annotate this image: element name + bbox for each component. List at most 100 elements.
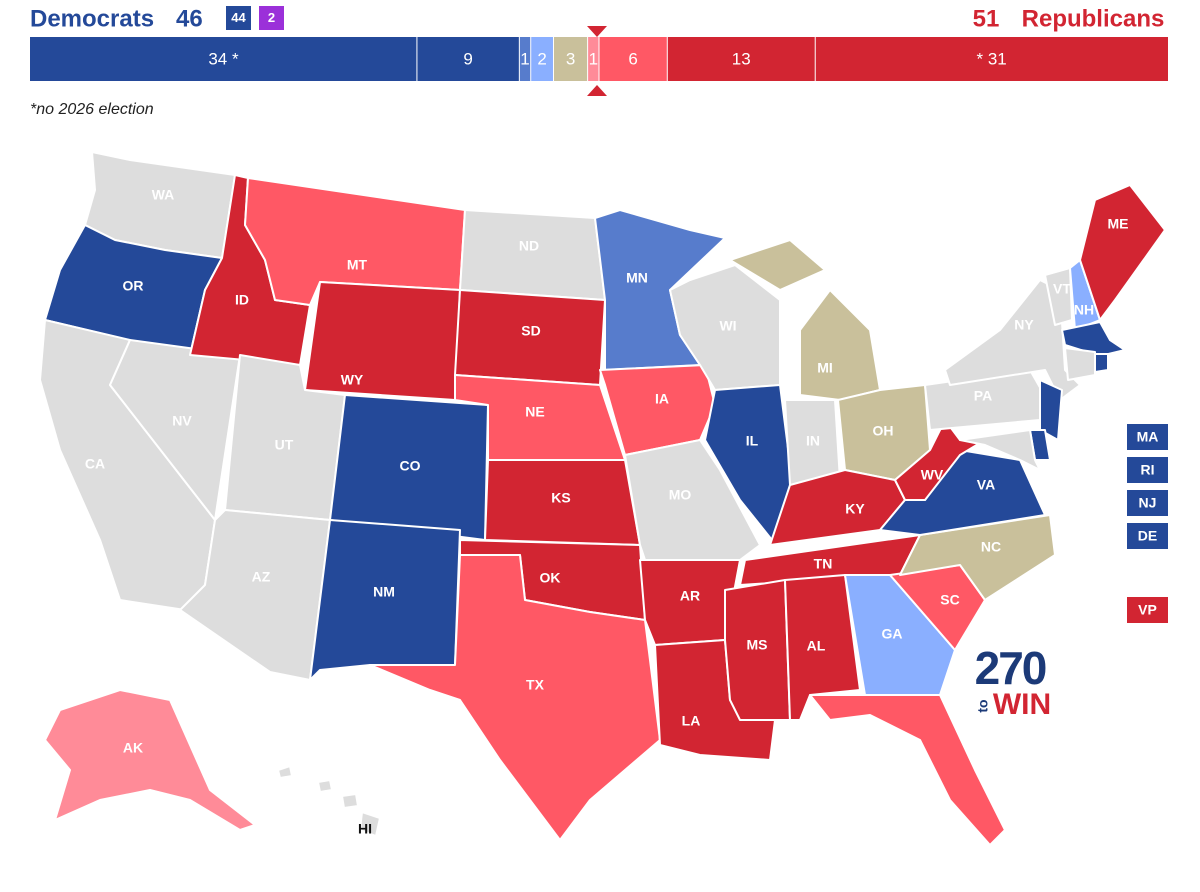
state — [309, 519, 461, 681]
state-label: HI — [358, 821, 372, 837]
state-label: SD — [521, 323, 540, 339]
state-label: WI — [719, 318, 736, 334]
state — [359, 811, 381, 837]
state-label: TN — [814, 556, 833, 572]
state-label: NC — [981, 539, 1001, 555]
state — [809, 694, 1006, 846]
seat-segment-label: 34 * — [208, 49, 239, 68]
state-label: MI — [817, 360, 833, 376]
state-label: UT — [275, 437, 294, 453]
state — [317, 779, 333, 793]
state-label: FL — [971, 732, 989, 748]
state-label: SC — [940, 592, 959, 608]
state-label: MO — [669, 487, 692, 503]
state-label: OR — [123, 278, 144, 294]
state — [459, 209, 606, 301]
rep-total: 51 — [973, 5, 1000, 32]
majority-marker-bottom — [587, 85, 607, 96]
footnote: *no 2026 election — [30, 101, 154, 118]
seat-segment-label: 2 — [537, 49, 546, 68]
state — [1094, 353, 1109, 373]
state-label: CA — [85, 456, 105, 472]
side-box-label: RI — [1141, 462, 1155, 478]
state-label: WV — [921, 467, 944, 483]
logo-word: WIN — [993, 688, 1051, 721]
rep-label: Republicans — [1022, 5, 1165, 32]
side-box-label: MA — [1137, 429, 1159, 445]
states-layer — [39, 151, 1166, 846]
state-labels-layer: WA OR CA NV ID MT WY UT AZ CO NM ND SD NE KS OK TX MN IA MO… — [85, 187, 1129, 837]
state-label: NH — [1074, 302, 1094, 318]
state-label: MT — [347, 257, 368, 273]
state-label: MS — [747, 637, 768, 653]
state-label: MN — [626, 270, 648, 286]
state-label: IN — [806, 433, 820, 449]
state-label: AL — [807, 638, 826, 654]
seat-segment — [599, 37, 668, 81]
logo: 270 to WIN — [975, 642, 1052, 721]
state — [729, 239, 826, 291]
state-label: AR — [680, 588, 700, 604]
seat-segment — [553, 37, 588, 81]
state — [341, 793, 359, 809]
state — [624, 439, 761, 561]
state-label: NM — [373, 584, 395, 600]
state-label: IL — [746, 433, 759, 449]
state-label: VT — [1053, 281, 1071, 297]
state-label: GA — [882, 626, 903, 642]
state — [1064, 347, 1096, 381]
state-label: KS — [551, 490, 570, 506]
state-label: OK — [540, 570, 561, 586]
seat-segment-label: 13 — [732, 49, 751, 68]
seat-segment — [30, 37, 417, 81]
side-box — [1127, 457, 1168, 483]
side-box — [1127, 523, 1168, 549]
state-label: LA — [682, 713, 701, 729]
state-label: NE — [525, 404, 544, 420]
state-label: WY — [341, 372, 364, 388]
side-box-label: NJ — [1139, 495, 1157, 511]
seat-segment-label: 3 — [566, 49, 575, 68]
seat-segment — [587, 37, 599, 81]
state-label: KY — [845, 501, 865, 517]
state-label: AZ — [252, 569, 271, 585]
dem-label: Democrats — [30, 5, 154, 32]
state-label: PA — [974, 388, 992, 404]
seat-segment-label: 9 — [463, 49, 472, 68]
side-box — [1127, 597, 1168, 623]
logo-number: 270 — [975, 642, 1046, 694]
state — [44, 689, 256, 831]
state-label: NY — [1014, 317, 1034, 333]
dem-badge-text: 2 — [268, 10, 275, 25]
state-label: VA — [977, 477, 995, 493]
seat-segment-label: 6 — [628, 49, 637, 68]
seat-segment-label: * 31 — [976, 49, 1006, 68]
dem-total: 46 — [176, 5, 203, 32]
seat-segment — [519, 37, 531, 81]
state — [1039, 379, 1063, 441]
state-label: CO — [400, 458, 421, 474]
side-box — [1127, 490, 1168, 516]
side-box-label: VP — [1138, 602, 1157, 618]
state-label: ID — [235, 292, 249, 308]
state — [304, 281, 461, 401]
majority-marker-top — [587, 26, 607, 37]
seat-segment-label: 1 — [589, 49, 598, 68]
state — [277, 765, 293, 779]
state — [1061, 321, 1126, 357]
dem-badge — [226, 6, 251, 30]
state-label: TX — [526, 677, 545, 693]
dem-badge-text: 44 — [231, 10, 246, 25]
state-label: ND — [519, 238, 539, 254]
state-label: NV — [172, 413, 192, 429]
logo-small: to — [975, 699, 991, 712]
side-box-label: DE — [1138, 528, 1157, 544]
state — [799, 289, 881, 401]
side-box — [1127, 424, 1168, 450]
state — [844, 574, 956, 696]
dem-badge — [259, 6, 284, 30]
seat-segment-label: 1 — [520, 49, 529, 68]
state-label: AK — [123, 740, 143, 756]
